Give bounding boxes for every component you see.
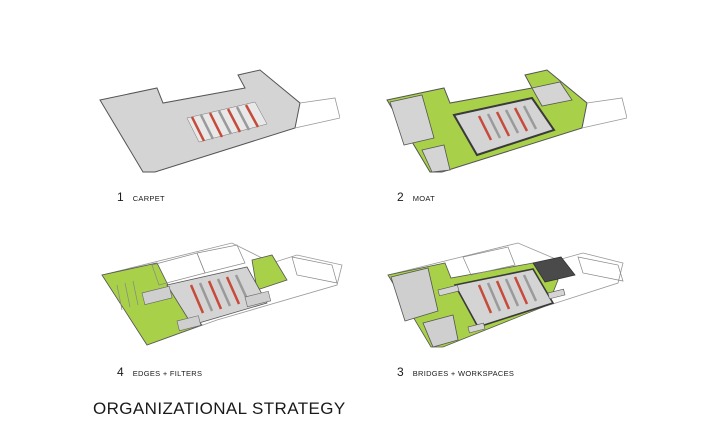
- step-number: 4: [117, 365, 124, 379]
- corner-block: [389, 94, 435, 146]
- step-caption: 4 EDGES + FILTERS: [117, 365, 202, 379]
- diagram-bridges-workspaces: [387, 242, 624, 348]
- corner-block: [422, 314, 459, 348]
- corner-block: [390, 267, 439, 322]
- carpet-stripes: [477, 274, 538, 314]
- carpet-stripes: [186, 101, 268, 143]
- moat-area: [251, 254, 288, 291]
- corner-block: [531, 81, 573, 107]
- ground-outline: [581, 97, 627, 129]
- diagram-moat: [386, 69, 627, 173]
- step-label: EDGES + FILTERS: [132, 369, 203, 378]
- step-label: CARPET: [132, 194, 165, 203]
- step-label: BRIDGES + WORKSPACES: [412, 369, 515, 378]
- workspace-blocks: [141, 285, 272, 332]
- filter-structures: [462, 246, 624, 282]
- bridges: [437, 284, 566, 334]
- step-number: 3: [397, 365, 404, 379]
- corner-block: [532, 256, 576, 283]
- step-caption: 1 CARPET: [117, 190, 165, 204]
- step-caption: 3 BRIDGES + WORKSPACES: [397, 365, 514, 379]
- step-number: 2: [397, 190, 404, 204]
- diagram-edges-filters: [101, 242, 343, 346]
- step-label: MOAT: [412, 194, 435, 203]
- step-number: 1: [117, 190, 124, 204]
- ground-outline: [294, 97, 340, 129]
- step-caption: 2 MOAT: [397, 190, 435, 204]
- inner-slab: [166, 266, 268, 326]
- page-title: ORGANIZATIONAL STRATEGY: [93, 399, 346, 418]
- filter-structures: [116, 244, 338, 311]
- corner-block: [421, 144, 451, 173]
- carpet-stripes: [477, 105, 538, 141]
- diagram-carpet: [99, 69, 340, 173]
